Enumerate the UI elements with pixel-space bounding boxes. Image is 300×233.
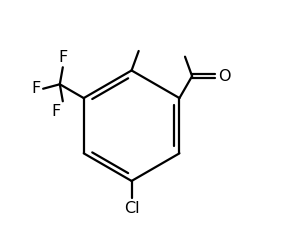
Text: F: F <box>32 81 41 96</box>
Text: Cl: Cl <box>124 201 140 216</box>
Text: O: O <box>218 69 231 84</box>
Text: F: F <box>51 104 61 119</box>
Text: F: F <box>58 50 68 65</box>
